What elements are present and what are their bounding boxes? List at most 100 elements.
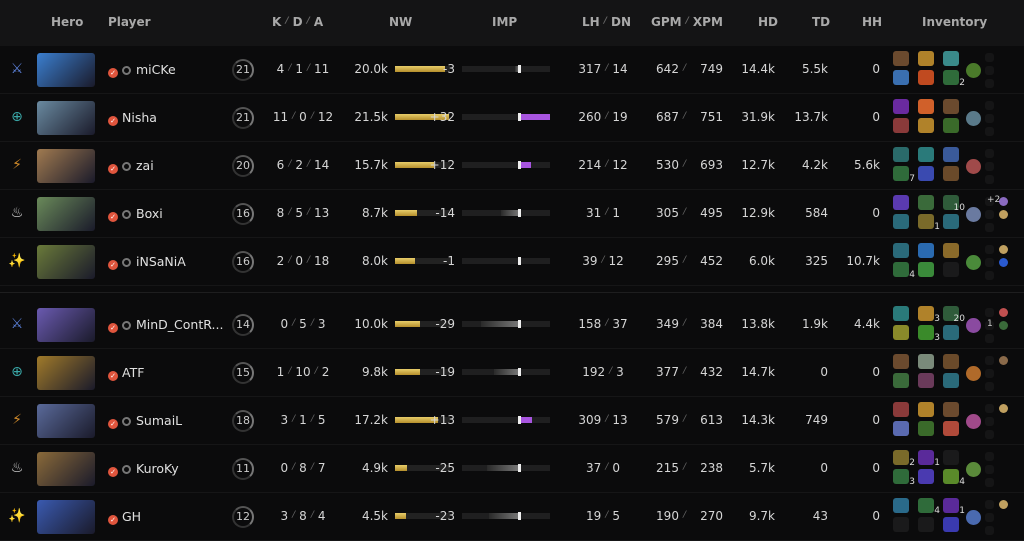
- item-slot[interactable]: [893, 99, 909, 114]
- item-slot[interactable]: [893, 354, 909, 369]
- item-slot[interactable]: 3: [893, 469, 915, 487]
- player-name-cell[interactable]: ✓ Boxi: [108, 206, 163, 222]
- hero-portrait[interactable]: [37, 308, 95, 342]
- player-name[interactable]: SumaiL: [136, 413, 183, 428]
- item-slot[interactable]: [943, 450, 959, 465]
- player-row[interactable]: ⊕ ✓ Nisha 21 11/0/12 21.5k +32 260/19 687…: [0, 94, 1024, 142]
- header-td[interactable]: TD: [812, 15, 831, 29]
- hero-portrait[interactable]: [37, 245, 95, 279]
- hero-portrait[interactable]: [37, 197, 95, 231]
- item-slot[interactable]: [893, 402, 909, 417]
- hero-portrait[interactable]: [37, 101, 95, 135]
- player-row[interactable]: ⊕ ✓ ATF 15 1/10/2 9.8k -19 192/3 377/ 432…: [0, 349, 1024, 397]
- neutral-item[interactable]: [966, 510, 981, 525]
- neutral-item[interactable]: [966, 159, 981, 174]
- player-name-cell[interactable]: ✓ KuroKy: [108, 461, 179, 477]
- item-slot[interactable]: 20: [943, 306, 965, 324]
- neutral-item[interactable]: [966, 255, 981, 270]
- item-slot[interactable]: [943, 354, 959, 369]
- item-slot[interactable]: [893, 306, 909, 321]
- backpack-slot[interactable]: [985, 465, 994, 474]
- item-slot[interactable]: [943, 517, 959, 532]
- item-slot[interactable]: [943, 147, 959, 162]
- header-hd[interactable]: HD: [758, 15, 779, 29]
- item-slot[interactable]: [893, 195, 909, 210]
- backpack-slot[interactable]: [985, 430, 994, 439]
- player-row[interactable]: ⚡ ✓ SumaiL 18 3/1/5 17.2k +13 309/13 579/…: [0, 397, 1024, 445]
- backpack-slot[interactable]: [985, 175, 994, 184]
- backpack-slot[interactable]: [985, 66, 994, 75]
- item-slot[interactable]: 3: [918, 325, 940, 343]
- player-name-cell[interactable]: ✓ ATF: [108, 365, 144, 381]
- header-kda[interactable]: K / D / A: [272, 15, 324, 29]
- item-slot[interactable]: 1: [918, 450, 940, 468]
- player-name[interactable]: MinD_ContR...: [136, 317, 224, 332]
- player-name[interactable]: miCKe: [136, 62, 176, 77]
- neutral-item[interactable]: [966, 318, 981, 333]
- backpack-slot[interactable]: [985, 513, 994, 522]
- item-slot[interactable]: [943, 373, 959, 388]
- player-row[interactable]: ⚔ ✓ MinD_ContR... 14 0/5/3 10.0k -29 158/…: [0, 301, 1024, 349]
- item-slot[interactable]: 3: [918, 306, 940, 324]
- neutral-item[interactable]: [966, 414, 981, 429]
- item-slot[interactable]: 1: [943, 498, 965, 516]
- backpack-slot[interactable]: [985, 223, 994, 232]
- player-row[interactable]: ⚡ ✓ zai 20 6/2/14 15.7k +12 214/12 530/ 6…: [0, 142, 1024, 190]
- item-slot[interactable]: [893, 325, 909, 340]
- backpack-slot[interactable]: [985, 526, 994, 535]
- item-slot[interactable]: [943, 214, 959, 229]
- backpack-slot[interactable]: [985, 452, 994, 461]
- player-row[interactable]: ✨ ✓ GH 12 3/8/4 4.5k -23 19/5 190/ 270 9.…: [0, 493, 1024, 541]
- item-slot[interactable]: [943, 166, 959, 181]
- item-slot[interactable]: 2: [893, 450, 915, 468]
- item-slot[interactable]: [943, 325, 959, 340]
- item-slot[interactable]: [918, 166, 934, 181]
- item-slot[interactable]: [893, 147, 909, 162]
- neutral-item[interactable]: [966, 63, 981, 78]
- item-slot[interactable]: [943, 421, 959, 436]
- backpack-slot[interactable]: [985, 404, 994, 413]
- item-slot[interactable]: [918, 469, 934, 484]
- backpack-slot[interactable]: [985, 197, 994, 206]
- backpack-slot[interactable]: [985, 101, 994, 110]
- item-slot[interactable]: [918, 402, 934, 417]
- item-slot[interactable]: [893, 70, 909, 85]
- backpack-slot[interactable]: [985, 162, 994, 171]
- hero-portrait[interactable]: [37, 149, 95, 183]
- item-slot[interactable]: [918, 517, 934, 532]
- backpack-slot[interactable]: [985, 500, 994, 509]
- player-name-cell[interactable]: ✓ zai: [108, 158, 154, 174]
- item-slot[interactable]: [893, 51, 909, 66]
- header-gpm-xpm[interactable]: GPM / XPM: [651, 15, 723, 29]
- hero-portrait[interactable]: [37, 500, 95, 534]
- header-player[interactable]: Player: [108, 15, 151, 29]
- item-slot[interactable]: [943, 402, 959, 417]
- item-slot[interactable]: [893, 517, 909, 532]
- header-hh[interactable]: HH: [862, 15, 883, 29]
- item-slot[interactable]: [893, 498, 909, 513]
- item-slot[interactable]: [893, 421, 909, 436]
- item-slot[interactable]: [893, 214, 909, 229]
- neutral-item[interactable]: [966, 366, 981, 381]
- header-lh-dn[interactable]: LH / DN: [582, 15, 632, 29]
- item-slot[interactable]: [918, 99, 934, 114]
- item-slot[interactable]: [943, 51, 959, 66]
- item-slot[interactable]: [943, 262, 959, 277]
- header-imp[interactable]: IMP: [492, 15, 518, 29]
- item-slot[interactable]: [943, 243, 959, 258]
- player-name-cell[interactable]: ✓ GH: [108, 509, 141, 525]
- backpack-slot[interactable]: [985, 417, 994, 426]
- item-slot[interactable]: [893, 243, 909, 258]
- backpack-slot[interactable]: [985, 478, 994, 487]
- player-name[interactable]: zai: [136, 158, 154, 173]
- backpack-slot[interactable]: [985, 321, 994, 330]
- neutral-item[interactable]: [966, 207, 981, 222]
- item-slot[interactable]: [943, 118, 959, 133]
- item-slot[interactable]: [918, 118, 934, 133]
- backpack-slot[interactable]: [985, 258, 994, 267]
- item-slot[interactable]: 4: [893, 262, 915, 280]
- item-slot[interactable]: [943, 99, 959, 114]
- player-name[interactable]: KuroKy: [136, 461, 179, 476]
- backpack-slot[interactable]: [985, 356, 994, 365]
- item-slot[interactable]: [918, 195, 934, 210]
